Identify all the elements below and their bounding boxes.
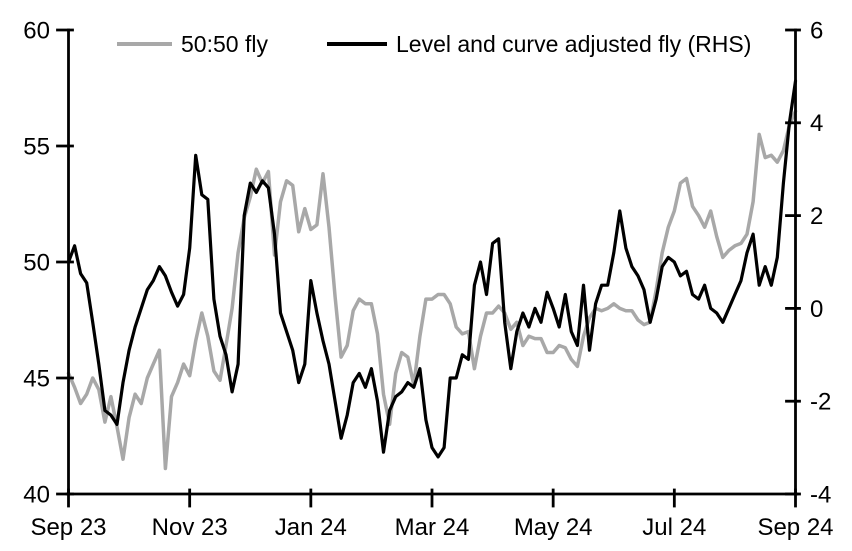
legend-label-5050-fly: 50:50 fly xyxy=(181,31,268,57)
x-axis-tick-label: Nov 23 xyxy=(152,514,228,541)
y-axis-left-tick-label: 50 xyxy=(23,249,50,276)
legend: 50:50 fly Level and curve adjusted fly (… xyxy=(117,31,751,57)
x-axis-tick-label: May 24 xyxy=(514,514,593,541)
y-axis-left-tick-label: 60 xyxy=(23,17,50,44)
y-axis-right-tick-label: 2 xyxy=(810,203,823,230)
axes-layer: 40 45 50 55 60 -4 -2 0 2 4 6 Sep 23 Nov 23 Jan 24 Mar … xyxy=(23,17,833,541)
series-layer xyxy=(66,79,798,471)
series-level-curve-adjusted-line xyxy=(66,79,798,459)
x-axis-tick-label: Sep 23 xyxy=(30,514,106,541)
x-axis-tick-label: Jan 24 xyxy=(275,514,347,541)
y-axis-right-tick-label: 4 xyxy=(810,110,823,137)
y-axis-left-tick-label: 40 xyxy=(23,481,50,508)
y-axis-left-tick-label: 45 xyxy=(23,365,50,392)
y-axis-left-tick-label: 55 xyxy=(23,133,50,160)
y-axis-right-tick-label: -4 xyxy=(810,481,831,508)
x-axis-tick-label: Mar 24 xyxy=(395,514,470,541)
series-5050-fly-line xyxy=(66,109,798,471)
x-axis-tick-label: Sep 24 xyxy=(757,514,833,541)
y-axis-right-tick-label: 0 xyxy=(810,296,823,323)
y-axis-right-tick-label: 6 xyxy=(810,17,823,44)
legend-label-level-curve-fly: Level and curve adjusted fly (RHS) xyxy=(396,31,751,57)
y-axis-right-tick-label: -2 xyxy=(810,389,831,416)
x-axis-tick-label: Jul 24 xyxy=(642,514,706,541)
